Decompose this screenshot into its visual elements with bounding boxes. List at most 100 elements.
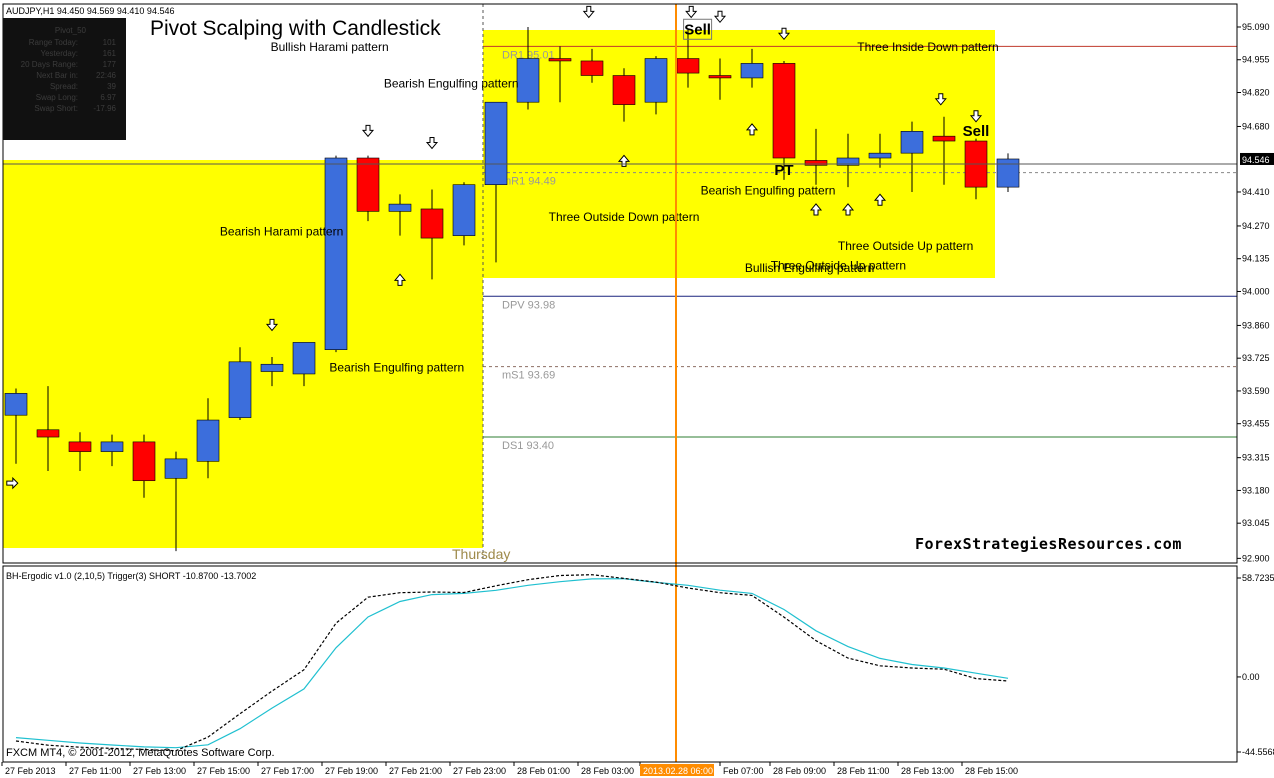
candle xyxy=(356,155,380,222)
arrow-up-icon xyxy=(617,154,631,167)
price-tick-label: 93.045 xyxy=(1242,518,1270,528)
ergodic-line xyxy=(15,578,1009,749)
price-tick-label: 93.180 xyxy=(1242,485,1270,495)
price-tick-label: 94.000 xyxy=(1242,286,1270,296)
candle xyxy=(228,347,252,421)
time-tick-label: 28 Feb 15:00 xyxy=(965,766,1018,776)
price-tick-label: 93.725 xyxy=(1242,353,1270,363)
candle xyxy=(900,121,924,192)
time-tick-label: 27 Feb 15:00 xyxy=(197,766,250,776)
price-tick-label: 94.955 xyxy=(1242,55,1270,65)
price-tick-label: 92.900 xyxy=(1242,553,1270,563)
price-tick-label: 93.455 xyxy=(1242,419,1270,429)
time-tick-label: 28 Feb 09:00 xyxy=(773,766,826,776)
current-price-tag: 94.546 xyxy=(1240,152,1274,165)
arrow-down-icon xyxy=(361,124,375,138)
pattern-annotation: Bearish Harami pattern xyxy=(220,225,343,239)
price-tick-label: 94.820 xyxy=(1242,87,1270,97)
candle xyxy=(132,434,156,498)
time-cursor-label: 2013.02.28 06:00 xyxy=(643,766,713,776)
candle xyxy=(836,133,860,188)
price-tick-label: 94.270 xyxy=(1242,221,1270,231)
pattern-annotation: Bullish Harami pattern xyxy=(271,40,389,54)
pivot-label-ms1: mS1 93.69 xyxy=(502,370,555,382)
time-tick-label: 28 Feb 13:00 xyxy=(901,766,954,776)
time-tick-label: 28 Feb 03:00 xyxy=(581,766,634,776)
indicator-label: BH-Ergodic v1.0 (2,10,5) Trigger(3) SHOR… xyxy=(6,571,256,581)
arrow-down-icon xyxy=(969,110,983,123)
arrow-down-icon xyxy=(713,10,727,24)
time-tick-label: 27 Feb 11:00 xyxy=(69,766,121,776)
candle xyxy=(324,155,348,353)
arrow-up-icon xyxy=(393,273,407,286)
info-panel-title: Pivot_50 xyxy=(55,26,87,35)
indicator-tick-label: 0.00 xyxy=(1242,672,1260,682)
candle xyxy=(932,116,956,185)
pivot-label-dpv: DPV 93.98 xyxy=(502,299,555,311)
candle xyxy=(548,46,572,103)
candle xyxy=(772,60,796,180)
info-row-label: 20 Days Range: xyxy=(21,60,78,69)
candle xyxy=(100,434,124,467)
copyright: FXCM MT4, © 2001-2012, MetaQuotes Softwa… xyxy=(6,747,275,759)
candle xyxy=(708,58,732,100)
time-tick-label: 27 Feb 2013 xyxy=(5,766,56,776)
arrow-down-icon xyxy=(425,136,439,150)
info-row-label: Swap Long: xyxy=(36,93,78,102)
pattern-annotation: Three Outside Up pattern xyxy=(838,239,973,253)
arrow-down-icon xyxy=(265,318,279,332)
price-tick-label: 95.090 xyxy=(1242,22,1270,32)
price-tick-label: 93.590 xyxy=(1242,386,1270,396)
info-row-label: Yesterday: xyxy=(40,49,78,58)
candle xyxy=(580,48,604,83)
info-row-value: 39 xyxy=(107,82,116,91)
info-row-value: 101 xyxy=(103,38,117,47)
time-tick-label: 28 Feb 11:00 xyxy=(837,766,889,776)
candle xyxy=(740,48,764,88)
chart-title: Pivot Scalping with Candlestick xyxy=(150,17,441,40)
annotation-layer: Bullish Harami pattern Bearish Engulfing … xyxy=(220,18,999,375)
pattern-annotation: Bullish Engulfing pattern xyxy=(745,261,874,275)
time-tick-label: Feb 07:00 xyxy=(723,766,764,776)
symbol-header: AUDJPY,H1 94.450 94.569 94.410 94.546 xyxy=(6,6,174,16)
candle xyxy=(196,398,220,479)
info-row-label: Spread: xyxy=(50,82,78,91)
candle xyxy=(804,128,828,185)
candle xyxy=(612,68,636,122)
price-tick-label: 94.410 xyxy=(1242,187,1270,197)
candle xyxy=(644,56,668,115)
price-tick-label: 93.315 xyxy=(1242,453,1270,463)
time-tick-label: 28 Feb 01:00 xyxy=(517,766,570,776)
signal-label: Sell xyxy=(963,123,990,140)
day-label: Thursday xyxy=(452,546,510,562)
candle xyxy=(260,356,284,387)
arrow-up-icon xyxy=(809,203,823,216)
signal-label: PT xyxy=(774,162,793,179)
arrow-down-icon xyxy=(934,93,947,106)
indicator-tick-label: 58.7235 xyxy=(1242,573,1274,583)
info-row-label: Next Bar in: xyxy=(36,71,78,80)
time-axis: 27 Feb 2013 27 Feb 11:00 27 Feb 13:00 27 Fe… xyxy=(1,762,1018,776)
arrow-down-icon xyxy=(582,5,595,19)
price-tick-label: 94.135 xyxy=(1242,254,1270,264)
yellow-zone-right xyxy=(483,30,995,278)
signal-pt: PT xyxy=(774,162,793,179)
pattern-annotation: Three Inside Down pattern xyxy=(857,40,998,54)
candle xyxy=(420,189,444,280)
arrow-up-icon xyxy=(873,193,887,206)
time-tick-label: 27 Feb 13:00 xyxy=(133,766,186,776)
candle xyxy=(452,182,476,246)
pivot-label-mr1: mR1 94.49 xyxy=(502,176,556,188)
candle xyxy=(4,388,28,464)
info-row-value: 6.97 xyxy=(100,93,116,102)
indicator-frame xyxy=(2,565,1238,763)
trigger-line xyxy=(15,574,1009,752)
indicator-axis: 58.7235 0.00 -44.5568 xyxy=(1237,573,1274,757)
candle xyxy=(996,153,1020,192)
yellow-zone-left xyxy=(3,160,483,548)
price-tick-label: 93.860 xyxy=(1242,320,1270,330)
indicator-tick-label: -44.5568 xyxy=(1242,747,1274,757)
current-price-label: 94.546 xyxy=(1242,155,1270,165)
signal-sell: Sell xyxy=(963,123,990,140)
info-row-value: -17.96 xyxy=(93,104,116,113)
